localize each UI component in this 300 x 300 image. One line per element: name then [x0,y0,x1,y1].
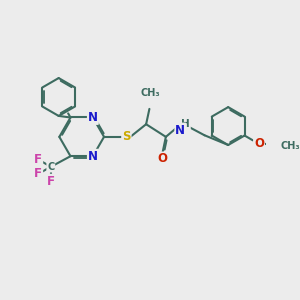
Text: N: N [88,150,98,163]
Text: N: N [88,111,98,124]
Text: F: F [34,167,42,181]
Text: O: O [254,137,264,150]
Text: S: S [122,130,130,143]
Text: CH₃: CH₃ [140,88,160,98]
Text: F: F [47,175,55,188]
Text: F: F [34,153,42,166]
Text: H: H [181,119,190,129]
Text: N: N [175,124,185,136]
Text: CH₃: CH₃ [280,141,300,151]
Text: O: O [157,152,167,165]
Text: C: C [47,162,54,172]
